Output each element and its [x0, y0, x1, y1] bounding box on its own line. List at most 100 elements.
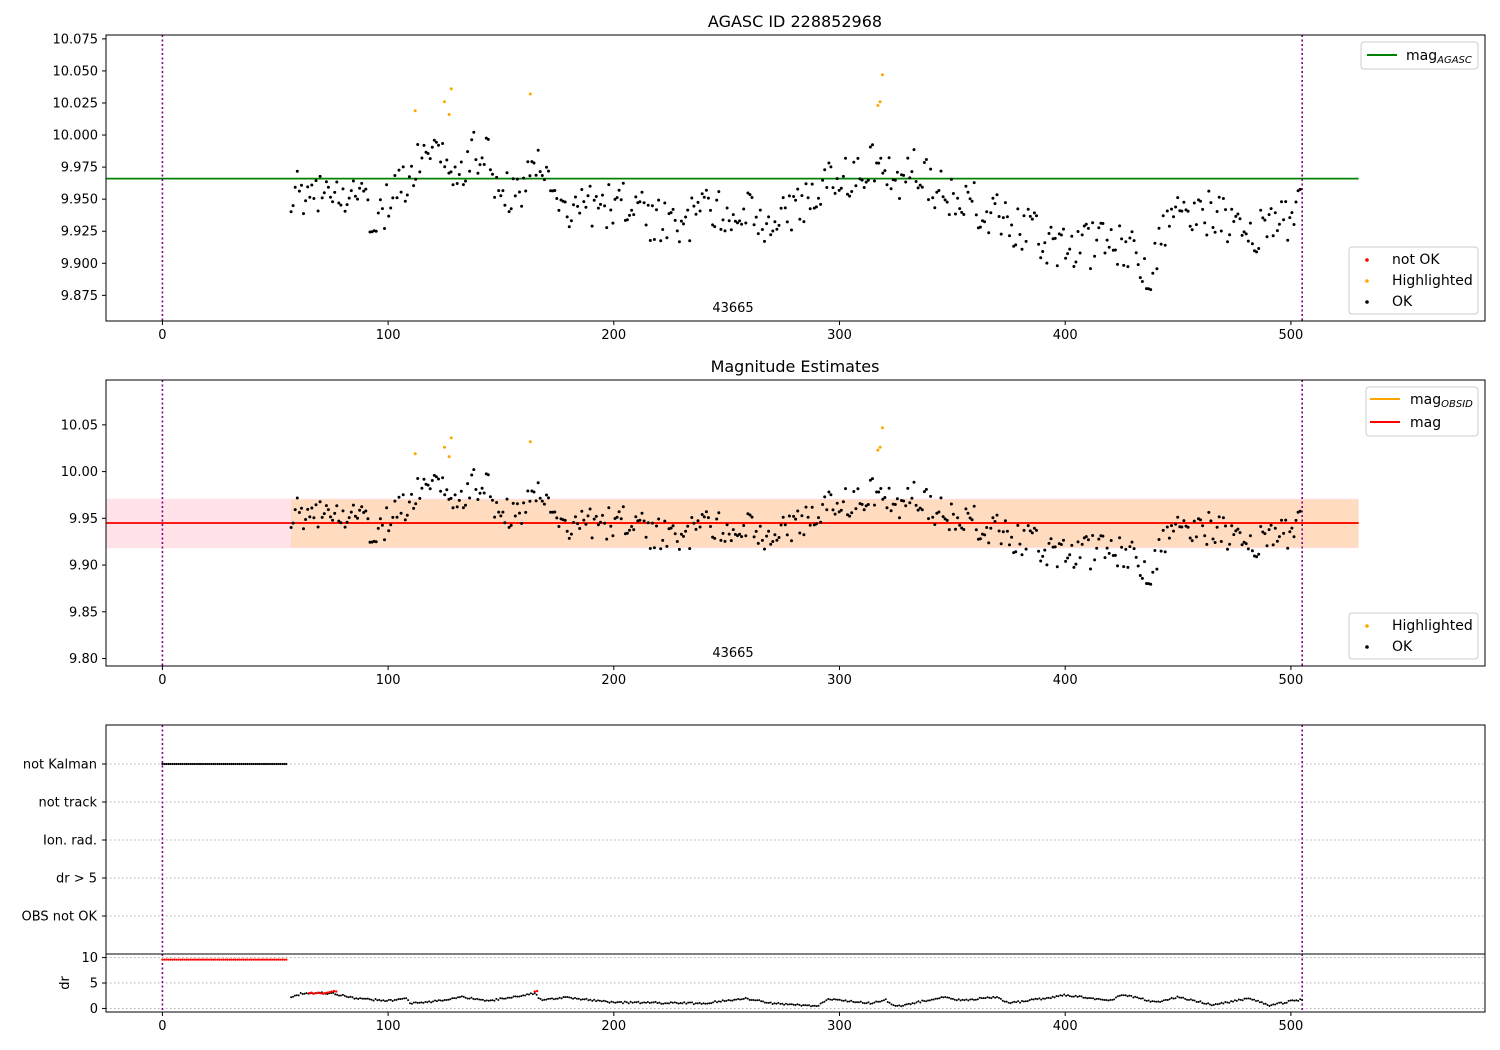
dr-point — [846, 1000, 849, 1003]
ok-point — [617, 188, 621, 192]
dr-point — [366, 997, 369, 1000]
dr-point — [1065, 994, 1068, 997]
ok-point — [378, 517, 382, 521]
ok-point — [1244, 542, 1248, 546]
ok-point — [908, 501, 912, 505]
ok-point — [943, 517, 947, 521]
ok-point — [943, 198, 947, 202]
dr-point — [1285, 1001, 1288, 1004]
dr-point — [810, 1005, 812, 1008]
dr-point — [894, 1004, 897, 1007]
panel-agasc: AGASC ID 228852968 43665 0 100 200 300 400 50… — [53, 12, 1486, 343]
ok-point — [723, 229, 727, 233]
dr-point — [631, 1001, 634, 1004]
highlighted-point — [413, 109, 417, 113]
ok-point — [1205, 233, 1209, 237]
ok-point — [1068, 553, 1072, 557]
ok-point — [1080, 233, 1084, 237]
dr-point — [562, 996, 565, 998]
dr-clipped-point — [193, 958, 196, 961]
dr-point — [702, 1002, 705, 1005]
ok-point — [596, 523, 600, 527]
ok-point — [518, 511, 521, 515]
ok-point — [1008, 543, 1011, 547]
not-kalman-point — [214, 762, 217, 766]
ok-point — [779, 523, 783, 527]
dr-point — [299, 992, 302, 994]
dr-point — [1080, 995, 1083, 998]
ok-point — [744, 534, 748, 538]
ok-point — [476, 498, 480, 501]
dr-point — [343, 994, 346, 997]
ok-point — [898, 516, 901, 520]
dr-point — [900, 1005, 903, 1008]
ok-point — [1180, 525, 1184, 529]
dr-clipped-point — [218, 958, 221, 961]
dr-point — [1189, 998, 1192, 1001]
ok-point — [364, 187, 368, 191]
not-kalman-point — [197, 762, 201, 766]
ok-point — [702, 515, 706, 519]
ok-point — [659, 239, 663, 243]
ok-point — [1199, 518, 1202, 522]
dr-point — [334, 993, 337, 996]
not-kalman-point — [234, 762, 237, 766]
dr-point — [886, 1001, 889, 1003]
ok-point — [1269, 207, 1273, 211]
dr-clipped-point — [163, 958, 166, 961]
ok-point — [437, 143, 440, 147]
dr-point — [1270, 1004, 1273, 1007]
highlighted-point — [447, 113, 451, 116]
ok-point — [520, 204, 524, 208]
ok-point — [1288, 216, 1292, 220]
ok-point — [1041, 554, 1045, 558]
ok-point — [1066, 556, 1070, 560]
dr-point — [1281, 1002, 1284, 1005]
ok-point — [578, 527, 582, 530]
ok-point — [1155, 567, 1159, 571]
ok-point — [1280, 200, 1283, 204]
ok-point — [877, 490, 881, 494]
ok-point — [935, 190, 939, 194]
dr-clipped-point — [244, 958, 247, 961]
panel-magnitude-estimates: Magnitude Estimates 43665 0 100 200 300 400 5… — [61, 357, 1486, 688]
ok-point — [642, 519, 646, 523]
ok-point — [412, 506, 416, 510]
dr-point — [506, 996, 509, 999]
dr-point — [904, 1003, 906, 1006]
ok-point — [754, 215, 758, 219]
panel-agasc-annotation: 43665 — [712, 301, 753, 316]
ok-point — [594, 514, 598, 518]
ok-point — [491, 172, 494, 176]
ok-point — [619, 198, 623, 202]
ok-point — [493, 195, 497, 199]
dr-point — [865, 1002, 868, 1005]
dr-point — [551, 997, 553, 1000]
dr-point — [514, 995, 517, 998]
dr-point — [942, 996, 945, 999]
ok-point — [993, 202, 997, 206]
ok-point — [470, 138, 474, 142]
ok-point — [391, 196, 395, 200]
dr-red-point — [317, 991, 320, 994]
ok-point — [343, 525, 347, 529]
dr-point — [1036, 998, 1039, 1001]
ok-point — [1232, 220, 1236, 223]
ok-point — [810, 505, 814, 509]
dr-point — [788, 1003, 791, 1006]
ok-point — [1043, 241, 1047, 245]
dr-point — [646, 1001, 649, 1003]
ok-point — [829, 165, 833, 169]
ok-point — [1037, 242, 1041, 246]
dr-clipped-point — [262, 958, 266, 961]
dr-point — [501, 997, 504, 1000]
ok-point — [414, 502, 418, 506]
ok-point — [839, 186, 843, 190]
ok-point — [1086, 538, 1090, 542]
ok-point — [1151, 271, 1155, 275]
ok-point — [810, 182, 814, 186]
ok-point — [335, 504, 339, 508]
ok-point — [939, 496, 943, 500]
ok-point — [1055, 264, 1059, 268]
ok-point — [675, 229, 679, 233]
